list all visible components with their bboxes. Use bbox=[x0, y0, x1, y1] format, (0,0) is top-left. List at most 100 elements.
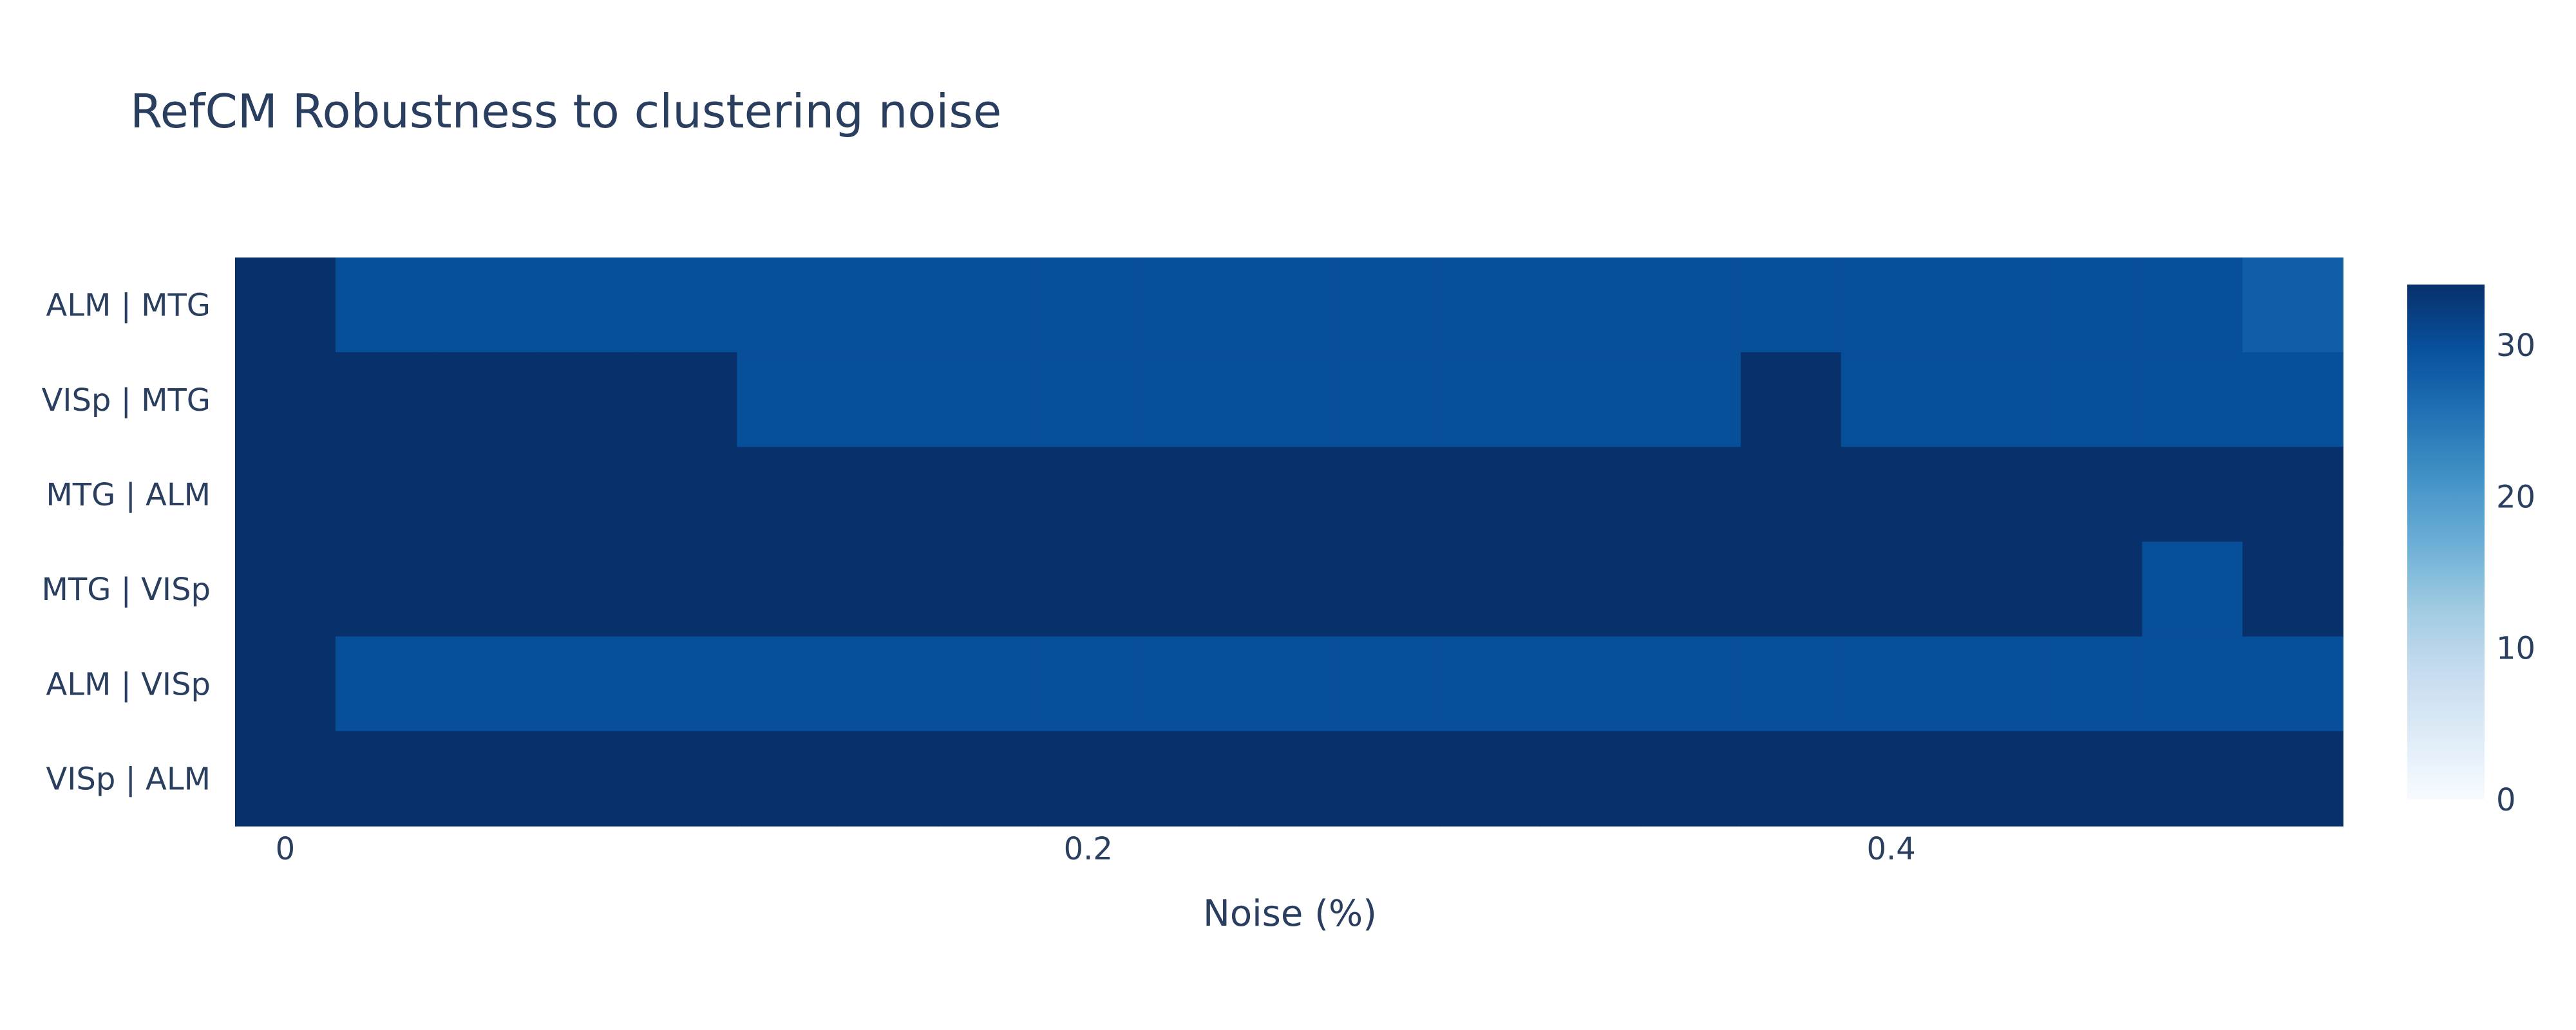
heatmap-cell bbox=[1339, 731, 1441, 827]
heatmap-cell bbox=[1540, 731, 1641, 827]
y-tick-label: ALM | VISp bbox=[46, 666, 211, 702]
heatmap-cell bbox=[1138, 731, 1240, 827]
x-tick-label: 0.2 bbox=[1064, 831, 1113, 867]
heatmap-cell bbox=[737, 731, 838, 827]
heatmap-cell bbox=[1439, 731, 1540, 827]
colorbar-tick-label: 10 bbox=[2496, 631, 2535, 667]
y-tick-label: MTG | ALM bbox=[46, 477, 211, 513]
heatmap-cell bbox=[1439, 258, 1540, 353]
x-axis-title: Noise (%) bbox=[1203, 893, 1377, 935]
heatmap-cell bbox=[1740, 352, 1842, 448]
heatmap-cell bbox=[435, 636, 537, 732]
heatmap-cell bbox=[1037, 447, 1139, 543]
heatmap-cell bbox=[636, 541, 738, 637]
heatmap-cell bbox=[1238, 541, 1340, 637]
heatmap-cell bbox=[235, 731, 336, 827]
heatmap-cell bbox=[636, 258, 738, 353]
heatmap-cell bbox=[1841, 541, 1942, 637]
heatmap-cell bbox=[1037, 541, 1139, 637]
heatmap-cell bbox=[2242, 352, 2344, 448]
heatmap-cell bbox=[2041, 636, 2143, 732]
heatmap-cell bbox=[2142, 447, 2243, 543]
heatmap-cell bbox=[837, 258, 938, 353]
heatmap-cell bbox=[1941, 731, 2043, 827]
heatmap-cell bbox=[1138, 447, 1240, 543]
heatmap-cell bbox=[636, 352, 738, 448]
heatmap-cell bbox=[737, 541, 838, 637]
heatmap-cell bbox=[536, 636, 638, 732]
heatmap-cell bbox=[1640, 636, 1741, 732]
heatmap-cell bbox=[737, 447, 838, 543]
heatmap-cell bbox=[1640, 447, 1741, 543]
heatmap-cell bbox=[2041, 731, 2143, 827]
heatmap-cell bbox=[335, 636, 437, 732]
y-axis-tick-labels: ALM | MTG VISp | MTG MTG | ALM MTG | VISp AL… bbox=[41, 288, 211, 798]
heatmap-cell bbox=[1941, 447, 2043, 543]
heatmap-cell bbox=[1841, 258, 1942, 353]
heatmap-cell bbox=[2142, 258, 2243, 353]
heatmap-cell bbox=[1037, 352, 1139, 448]
heatmap-cell bbox=[1740, 258, 1842, 353]
heatmap-cell bbox=[536, 731, 638, 827]
heatmap-cell bbox=[1540, 541, 1641, 637]
colorbar-tick-label: 20 bbox=[2496, 479, 2535, 515]
heatmap-cell bbox=[1339, 352, 1441, 448]
heatmap-cell bbox=[938, 541, 1039, 637]
heatmap-cell bbox=[1138, 352, 1240, 448]
heatmap-cell bbox=[1941, 541, 2043, 637]
x-tick-label: 0.4 bbox=[1866, 831, 1915, 867]
heatmap-cell bbox=[435, 541, 537, 637]
heatmap-cell bbox=[435, 352, 537, 448]
heatmap-cell bbox=[737, 636, 838, 732]
heatmap-cell bbox=[1238, 258, 1340, 353]
heatmap-cell bbox=[1238, 447, 1340, 543]
heatmap-cell bbox=[737, 352, 838, 448]
heatmap-cell bbox=[235, 541, 336, 637]
heatmap-cell bbox=[1640, 541, 1741, 637]
heatmap-cell bbox=[938, 258, 1039, 353]
heatmap-cell bbox=[1238, 352, 1340, 448]
heatmap-cell bbox=[1439, 352, 1540, 448]
heatmap-cell bbox=[335, 541, 437, 637]
heatmap-cell bbox=[2242, 541, 2344, 637]
heatmap-cell bbox=[1439, 636, 1540, 732]
heatmap-cell bbox=[1540, 258, 1641, 353]
heatmap-cell bbox=[1540, 352, 1641, 448]
heatmap-cell bbox=[1339, 541, 1441, 637]
heatmap-cell bbox=[938, 636, 1039, 732]
heatmap-cell bbox=[1941, 258, 2043, 353]
colorbar-tick-labels: 0 10 20 30 bbox=[2496, 328, 2535, 818]
heatmap-cells bbox=[235, 258, 2344, 827]
x-tick-label: 0 bbox=[276, 831, 296, 867]
heatmap-cell bbox=[1238, 731, 1340, 827]
heatmap-cell bbox=[235, 636, 336, 732]
heatmap-cell bbox=[536, 447, 638, 543]
heatmap-cell bbox=[2242, 636, 2344, 732]
heatmap-cell bbox=[938, 731, 1039, 827]
heatmap-cell bbox=[1339, 258, 1441, 353]
heatmap-cell bbox=[536, 541, 638, 637]
heatmap-cell bbox=[2041, 352, 2143, 448]
heatmap-cell bbox=[1841, 352, 1942, 448]
y-tick-label: MTG | VISp bbox=[41, 572, 211, 608]
heatmap-cell bbox=[2041, 447, 2143, 543]
heatmap-cell bbox=[435, 258, 537, 353]
heatmap-cell bbox=[335, 731, 437, 827]
heatmap-cell bbox=[636, 447, 738, 543]
heatmap-cell bbox=[938, 352, 1039, 448]
heatmap-cell bbox=[1740, 731, 1842, 827]
heatmap-cell bbox=[1037, 731, 1139, 827]
heatmap-cell bbox=[1740, 541, 1842, 637]
heatmap-cell bbox=[1138, 541, 1240, 637]
heatmap-cell bbox=[1339, 636, 1441, 732]
heatmap-cell bbox=[2041, 541, 2143, 637]
heatmap-cell bbox=[1841, 447, 1942, 543]
heatmap-cell bbox=[1640, 352, 1741, 448]
heatmap-cell bbox=[636, 636, 738, 732]
heatmap-cell bbox=[1740, 636, 1842, 732]
heatmap-cell bbox=[1439, 541, 1540, 637]
colorbar-tick-label: 0 bbox=[2496, 782, 2516, 818]
y-tick-label: VISp | ALM bbox=[46, 761, 211, 797]
heatmap-cell bbox=[2041, 258, 2143, 353]
